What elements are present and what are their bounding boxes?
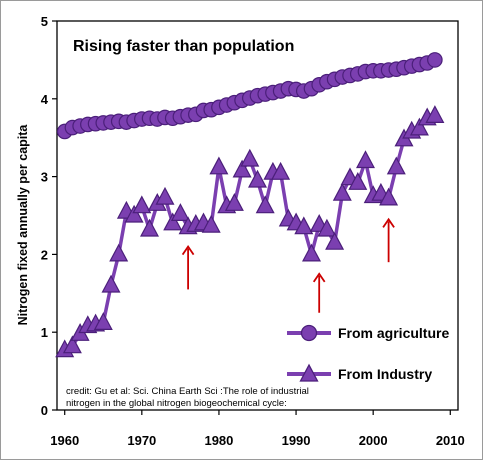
data-point xyxy=(271,161,291,180)
data-point xyxy=(302,243,321,262)
y-axis-label: Nitrogen fixed annually per capita xyxy=(16,124,30,326)
y-tick-label: 1 xyxy=(41,325,48,340)
data-point xyxy=(356,150,375,169)
data-point xyxy=(101,274,121,293)
data-point xyxy=(224,193,244,211)
y-tick-label: 0 xyxy=(41,403,48,418)
arrow-head xyxy=(181,245,195,256)
data-point xyxy=(294,216,314,235)
data-point xyxy=(325,231,345,250)
data-point xyxy=(109,243,129,262)
legend-agriculture-marker xyxy=(300,324,318,342)
data-point xyxy=(155,186,175,205)
credit-line-1: credit: Gu et al: Sci. China Earth Sci :… xyxy=(66,386,309,397)
series-area xyxy=(55,52,445,358)
legend: From agriculture From Industry xyxy=(287,324,449,382)
x-tick-label: 1990 xyxy=(282,433,311,448)
data-point xyxy=(132,195,152,214)
series-industry xyxy=(55,105,445,358)
x-tick-label: 2000 xyxy=(359,433,388,448)
data-point xyxy=(93,312,113,330)
data-point xyxy=(240,148,260,167)
legend-industry-label: From Industry xyxy=(338,366,432,382)
data-point xyxy=(425,105,445,124)
arrow-annotation xyxy=(312,272,326,313)
data-point xyxy=(124,204,144,223)
series-agriculture xyxy=(56,52,443,140)
y-tick-label: 3 xyxy=(41,170,48,185)
y-tick-label: 5 xyxy=(41,14,48,29)
data-point xyxy=(332,182,352,201)
data-point xyxy=(201,214,221,233)
data-point xyxy=(348,172,368,190)
y-tick-label: 4 xyxy=(41,92,49,107)
legend-agriculture-label: From agriculture xyxy=(338,325,449,341)
arrow-head xyxy=(312,272,326,283)
data-point xyxy=(140,218,159,237)
data-point xyxy=(409,117,429,136)
chart-title: Rising faster than population xyxy=(73,38,294,55)
plot-border xyxy=(56,20,459,411)
data-point xyxy=(163,212,183,231)
credit-line-2: nitrogen in the global nitrogen biogeoch… xyxy=(66,398,287,409)
x-tick-label: 2010 xyxy=(436,433,465,448)
legend-industry-marker xyxy=(299,363,319,382)
data-point xyxy=(248,169,267,188)
x-tick-label: 1960 xyxy=(50,433,79,448)
data-point xyxy=(62,335,82,354)
x-tick-label: 1980 xyxy=(204,433,233,448)
data-point xyxy=(427,52,443,68)
data-point xyxy=(317,218,337,237)
axes: 0 1 2 3 4 5 1960 1970 1980 1990 2000 2010 xyxy=(41,14,465,448)
data-point xyxy=(209,156,229,175)
annotations xyxy=(181,217,395,313)
arrow-head xyxy=(382,217,395,228)
data-point xyxy=(255,195,275,214)
data-point xyxy=(170,203,190,221)
y-tick-label: 2 xyxy=(41,247,48,262)
x-tick-label: 1970 xyxy=(127,433,156,448)
arrow-annotation xyxy=(181,245,195,290)
data-point xyxy=(379,187,399,206)
data-point xyxy=(232,159,252,178)
data-point xyxy=(386,156,406,175)
arrow-annotation xyxy=(382,217,395,263)
